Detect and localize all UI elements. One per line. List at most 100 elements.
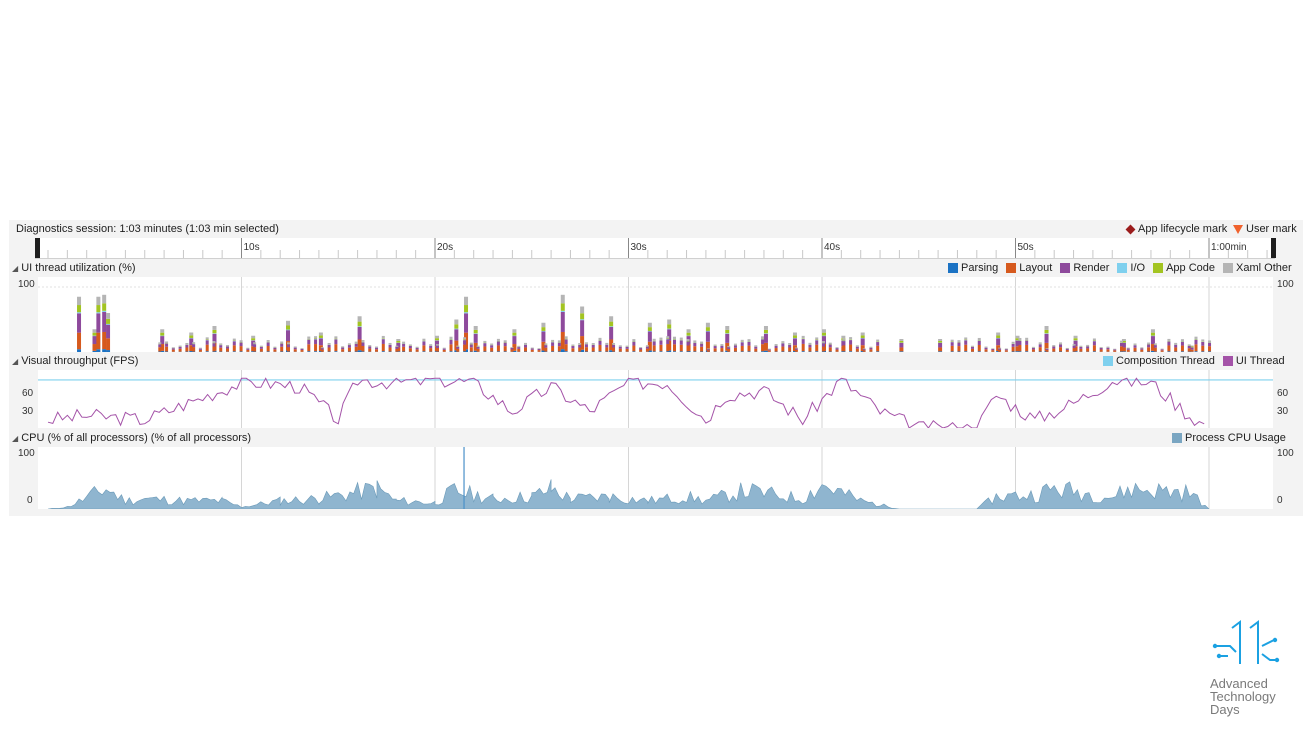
ui-bar-segment — [232, 351, 236, 352]
ui-bar-segment — [659, 351, 663, 352]
ui-bar-segment — [273, 346, 277, 348]
ui-bar-segment — [1201, 341, 1205, 346]
legend-item[interactable]: Xaml Other — [1223, 262, 1292, 274]
legend-item[interactable]: Layout — [1006, 262, 1052, 274]
ui-bar-segment — [761, 336, 765, 339]
ui-bar-segment — [580, 336, 585, 350]
ui-y-max-left: 100 — [18, 279, 35, 290]
ui-bar-segment — [1113, 350, 1117, 352]
ui-bar-segment — [977, 351, 981, 352]
selection-end-handle[interactable] — [1271, 238, 1276, 258]
ui-bar-segment — [647, 327, 652, 331]
ui-bar-segment — [849, 340, 853, 345]
ui-bar-segment — [212, 333, 217, 343]
ui-bar-segment — [469, 344, 473, 348]
logo-line-3: Days — [1210, 702, 1240, 717]
ui-bar-segment — [422, 351, 426, 352]
ui-bar-segment — [666, 336, 670, 339]
ui-bar-segment — [794, 348, 798, 350]
ui-bar-segment — [1018, 351, 1022, 352]
cpu-chart[interactable] — [38, 447, 1273, 510]
ui-bar-segment — [463, 337, 467, 340]
ui-bar-segment — [259, 346, 263, 349]
ui-bar-segment — [189, 345, 194, 352]
ui-bar-segment — [700, 351, 704, 352]
ui-bar-segment — [524, 344, 528, 348]
ui-thread-chart[interactable] — [38, 277, 1273, 352]
ui-bar-segment — [564, 339, 568, 345]
ui-bar-segment — [334, 339, 338, 345]
ui-bar-segment — [354, 341, 358, 344]
legend-item[interactable]: I/O — [1117, 262, 1145, 274]
ui-bar-segment — [327, 347, 331, 352]
ui-bar-segment — [357, 321, 362, 327]
ui-bar-segment — [415, 349, 419, 352]
ui-bar-segment — [1187, 348, 1191, 352]
ui-bar-segment — [977, 340, 981, 345]
ui-bar-segment — [165, 341, 169, 344]
ui-bar-segment — [517, 348, 521, 352]
ui-bar-segment — [171, 348, 175, 350]
ui-bar-segment — [822, 351, 825, 352]
ui-bar-segment — [767, 348, 771, 350]
ui-bar-segment — [334, 344, 338, 352]
ui-bar-segment — [740, 339, 744, 342]
ui-bar-segment — [1126, 347, 1130, 349]
ui-bar-segment — [855, 345, 859, 347]
ui-bar-segment — [77, 349, 82, 352]
ui-bar-segment — [774, 348, 778, 352]
collapse-triangle-icon[interactable]: ◢ — [12, 264, 19, 273]
ui-bar-segment — [705, 322, 710, 328]
ui-bar-segment — [1031, 349, 1035, 352]
ui-bar-segment — [686, 329, 691, 333]
ui-bar-segment — [456, 345, 460, 347]
ui-bar-segment — [246, 349, 250, 352]
ui-bar-segment — [165, 351, 169, 352]
session-title: Diagnostics session: 1:03 minutes (1:03 … — [16, 223, 279, 235]
ui-bar-segment — [1189, 347, 1194, 350]
legend-item[interactable]: App Code — [1153, 262, 1215, 274]
ui-bar-segment — [1150, 332, 1155, 336]
collapse-triangle-icon[interactable]: ◢ — [12, 357, 19, 366]
ui-bar-segment — [788, 344, 792, 348]
cpu-y-0-right: 0 — [1277, 495, 1283, 506]
ui-bar-segment — [970, 345, 974, 347]
time-ruler[interactable]: 10s 20s 30s 40s 50s 1:00min — [35, 238, 1275, 259]
app-lifecycle-label: App lifecycle mark — [1138, 223, 1228, 235]
legend-item[interactable]: Process CPU Usage — [1172, 432, 1286, 444]
ui-bar-segment — [1150, 336, 1155, 345]
ui-bar-segment — [609, 339, 614, 351]
ui-bar-segment — [1044, 326, 1049, 330]
ui-bar-segment — [341, 349, 345, 352]
ui-bar-segment — [571, 346, 575, 349]
legend-item[interactable]: Composition Thread — [1103, 355, 1215, 367]
ui-bar-segment — [286, 325, 291, 330]
ui-bar-segment — [454, 319, 459, 325]
legend-item[interactable]: UI Thread — [1222, 355, 1285, 367]
ui-bar-segment — [1147, 344, 1151, 348]
fps-header[interactable]: ◢ Visual throughput (FPS) — [12, 355, 138, 367]
ui-bar-segment — [1180, 341, 1184, 346]
cpu-header[interactable]: ◢ CPU (% of all processors) (% of all pr… — [12, 432, 251, 444]
ui-bar-segment — [160, 329, 165, 333]
ui-bar-segment — [700, 343, 704, 347]
ui-bar-segment — [347, 347, 351, 352]
ui-thread-header[interactable]: ◢ UI thread utilization (%) — [12, 262, 136, 274]
selection-start-handle[interactable] — [35, 238, 40, 258]
ui-bar-segment — [580, 306, 585, 314]
ui-bar-segment — [1092, 341, 1096, 346]
ui-bar-segment — [763, 326, 768, 330]
legend-item[interactable]: Parsing — [948, 262, 998, 274]
collapse-triangle-icon[interactable]: ◢ — [12, 434, 19, 443]
legend-item[interactable]: Render — [1060, 262, 1109, 274]
fps-chart[interactable] — [38, 370, 1273, 429]
ui-bar-segment — [899, 351, 904, 352]
ui-bar-segment — [659, 340, 663, 345]
ui-bar-segment — [763, 329, 768, 334]
logo-line-2: Technology — [1210, 689, 1276, 704]
ui-bar-segment — [1180, 339, 1184, 342]
ui-bar-segment — [1189, 345, 1194, 347]
ui-thread-legend: Parsing Layout Render I/O App Code Xaml Other — [948, 262, 1292, 274]
ui-bar-segment — [464, 312, 469, 314]
ui-bar-segment — [327, 344, 331, 348]
